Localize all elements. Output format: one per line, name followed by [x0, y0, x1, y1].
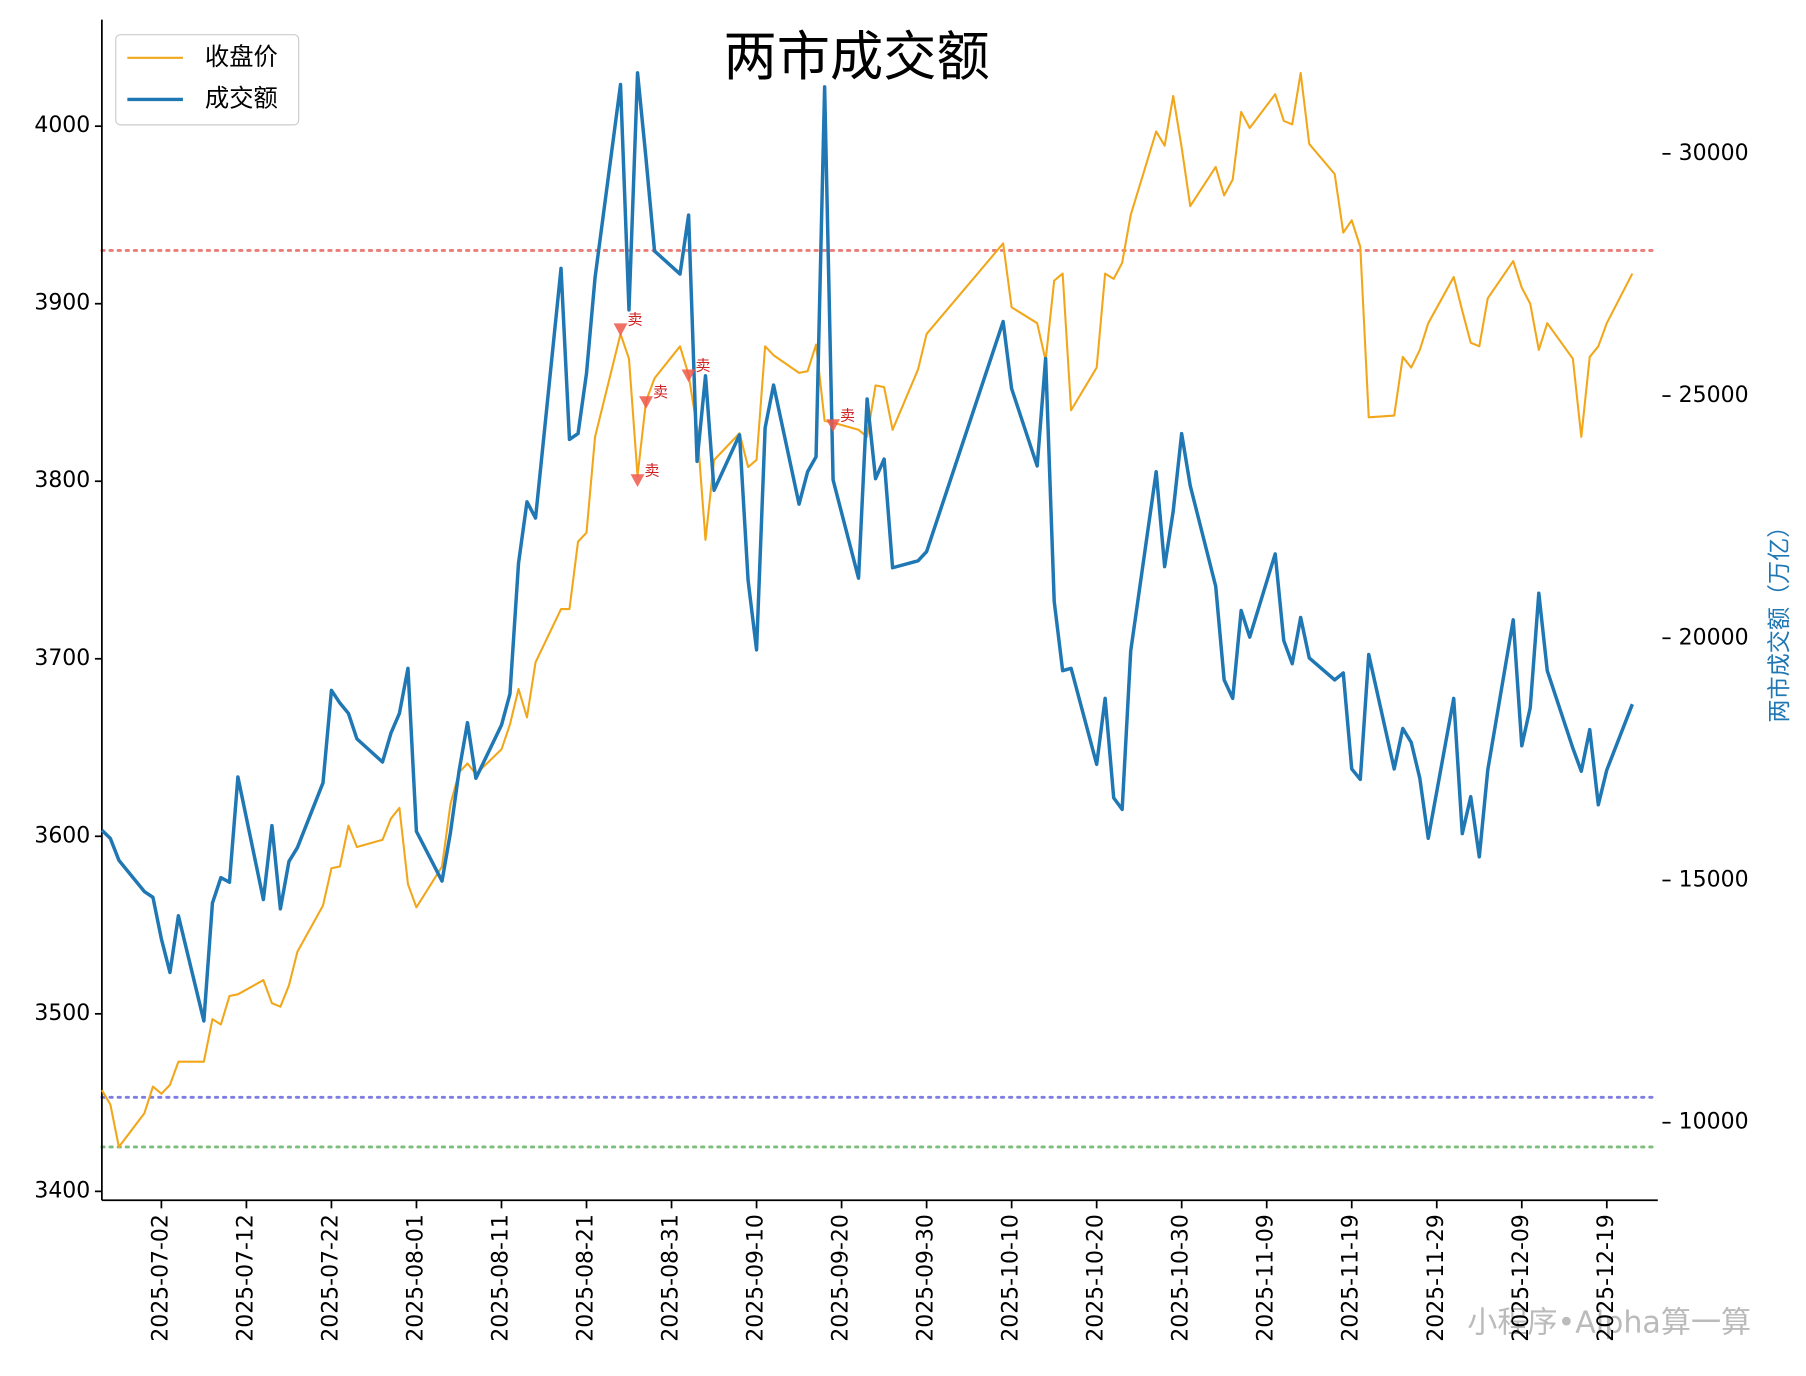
y2-tick-label: 30000 — [1679, 141, 1749, 166]
legend-label: 收盘价 — [205, 42, 278, 71]
chart-title: 两市成交额 — [724, 26, 990, 88]
y-tick-label: 3500 — [34, 1001, 90, 1026]
sell-label: 卖 — [840, 406, 855, 424]
y2-tick-label: 20000 — [1679, 625, 1749, 650]
y-tick-label: 3800 — [34, 468, 90, 493]
x-tick-label: 2025-10-20 — [1084, 1214, 1109, 1342]
sell-marker — [639, 396, 653, 409]
x-tick-label: 2025-11-29 — [1424, 1214, 1449, 1342]
y-tick-label: 3700 — [34, 646, 90, 671]
x-tick-label: 2025-12-19 — [1594, 1214, 1619, 1342]
y2-axis-label: 两市成交额（万亿） — [1767, 515, 1793, 723]
sell-label: 卖 — [644, 461, 659, 479]
y-tick-label: 4000 — [34, 113, 90, 138]
sell-marker — [630, 474, 645, 488]
series-line — [100, 71, 1634, 1148]
sell-label: 卖 — [653, 383, 668, 401]
x-tick-label: 2025-07-02 — [148, 1214, 173, 1342]
x-tick-label: 2025-11-09 — [1254, 1214, 1279, 1342]
watermark: 小程序•Alpha算一算 — [1467, 1305, 1751, 1340]
x-tick-label: 2025-11-19 — [1339, 1214, 1364, 1342]
sell-label: 卖 — [695, 357, 710, 375]
x-tick-label: 2025-09-20 — [829, 1214, 854, 1342]
sell-marker — [681, 369, 696, 383]
x-tick-label: 2025-08-21 — [574, 1214, 599, 1342]
sell-label: 卖 — [627, 310, 642, 328]
x-tick-label: 2025-09-30 — [914, 1214, 939, 1342]
y-tick-label: 3400 — [34, 1178, 90, 1203]
x-tick-label: 2025-07-12 — [233, 1214, 258, 1342]
x-tick-label: 2025-10-30 — [1169, 1214, 1194, 1342]
y2-tick-label: 25000 — [1679, 383, 1749, 408]
x-tick-label: 2025-09-10 — [744, 1214, 769, 1342]
x-tick-label: 2025-10-10 — [999, 1214, 1024, 1342]
series-line — [100, 71, 1634, 1023]
x-tick-label: 2025-08-11 — [488, 1214, 513, 1342]
x-tick-label: 2025-12-09 — [1509, 1214, 1534, 1342]
y-tick-label: 3900 — [34, 291, 90, 316]
sell-marker — [613, 323, 628, 337]
y-tick-label: 3600 — [34, 823, 90, 848]
legend-label: 成交额 — [205, 83, 278, 112]
x-tick-label: 2025-07-22 — [318, 1214, 343, 1342]
sell-marker — [826, 419, 841, 432]
x-tick-label: 2025-08-31 — [659, 1214, 684, 1342]
x-tick-label: 2025-08-01 — [403, 1214, 428, 1342]
y2-tick-label: 15000 — [1679, 868, 1749, 893]
y2-tick-label: 10000 — [1679, 1110, 1749, 1135]
